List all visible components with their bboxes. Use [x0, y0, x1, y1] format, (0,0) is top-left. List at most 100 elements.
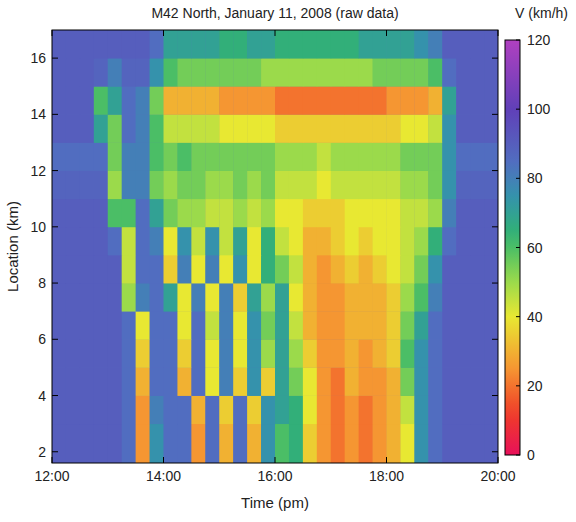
- cell: [359, 58, 373, 87]
- cell: [373, 86, 387, 115]
- cell: [191, 171, 205, 200]
- cell: [400, 142, 414, 171]
- cell: [275, 86, 289, 115]
- cell: [247, 86, 261, 115]
- color-bar-tick-label: 80: [527, 170, 543, 186]
- cell: [345, 255, 359, 284]
- cell: [414, 58, 428, 87]
- cell: [261, 227, 275, 256]
- cell: [205, 255, 219, 284]
- color-bar-title: V (km/h): [515, 5, 568, 21]
- cell: [94, 199, 108, 228]
- cell: [122, 227, 136, 256]
- y-tick-label: 8: [38, 275, 46, 291]
- cell: [289, 171, 303, 200]
- cell: [400, 396, 414, 425]
- cell: [94, 114, 108, 143]
- cell: [177, 30, 191, 59]
- cell: [387, 114, 401, 143]
- cell: [66, 396, 80, 425]
- color-bar-tick-label: 40: [527, 309, 543, 325]
- cell: [359, 283, 373, 312]
- cell: [66, 86, 80, 115]
- cell: [233, 311, 247, 340]
- cell: [289, 424, 303, 463]
- cell: [400, 283, 414, 312]
- y-tick: [52, 226, 58, 227]
- cell: [80, 86, 94, 115]
- cell: [414, 30, 428, 59]
- cell: [205, 396, 219, 425]
- cell: [359, 227, 373, 256]
- cell: [303, 199, 317, 228]
- cell: [177, 171, 191, 200]
- cell: [80, 114, 94, 143]
- cell: [94, 424, 108, 463]
- cell: [150, 58, 164, 87]
- cell: [303, 255, 317, 284]
- cell: [317, 171, 331, 200]
- cell: [247, 283, 261, 312]
- cell: [470, 424, 484, 463]
- cell: [219, 30, 233, 59]
- cell: [261, 171, 275, 200]
- cell: [317, 227, 331, 256]
- cell: [205, 199, 219, 228]
- cell: [94, 339, 108, 368]
- cell: [66, 424, 80, 463]
- cell: [387, 199, 401, 228]
- cell: [387, 283, 401, 312]
- cell: [94, 171, 108, 200]
- cell: [414, 283, 428, 312]
- cell: [387, 227, 401, 256]
- cell: [387, 255, 401, 284]
- cell: [136, 171, 150, 200]
- x-tick-label: 20:00: [480, 468, 515, 484]
- cell: [122, 424, 136, 463]
- cell: [191, 30, 205, 59]
- cell: [191, 58, 205, 87]
- cell: [205, 311, 219, 340]
- cell: [52, 367, 66, 396]
- cell: [164, 58, 178, 87]
- cell: [275, 424, 289, 463]
- cell: [150, 283, 164, 312]
- y-tick-label: 10: [30, 219, 46, 235]
- cell: [52, 58, 66, 87]
- cell: [400, 311, 414, 340]
- cell: [345, 339, 359, 368]
- cell: [442, 142, 456, 171]
- cell: [150, 424, 164, 463]
- cell: [484, 227, 498, 256]
- cell: [191, 339, 205, 368]
- cell: [233, 114, 247, 143]
- cell: [150, 199, 164, 228]
- cell: [373, 227, 387, 256]
- cell: [247, 171, 261, 200]
- cell: [150, 396, 164, 425]
- cell: [233, 339, 247, 368]
- cell: [470, 142, 484, 171]
- cell: [303, 114, 317, 143]
- cell: [80, 283, 94, 312]
- cell: [289, 311, 303, 340]
- cell: [359, 86, 373, 115]
- cell: [94, 227, 108, 256]
- cell: [108, 255, 122, 284]
- cell: [428, 114, 442, 143]
- y-tick-label: 2: [38, 444, 46, 460]
- cell: [345, 142, 359, 171]
- y-tick: [492, 58, 498, 59]
- cell: [150, 311, 164, 340]
- cell: [94, 367, 108, 396]
- cell: [428, 311, 442, 340]
- y-tick: [52, 58, 58, 59]
- cell: [345, 171, 359, 200]
- cell: [108, 30, 122, 59]
- cell: [94, 58, 108, 87]
- cell: [331, 311, 345, 340]
- cell: [470, 86, 484, 115]
- cell: [456, 227, 470, 256]
- cell: [94, 396, 108, 425]
- cell: [233, 142, 247, 171]
